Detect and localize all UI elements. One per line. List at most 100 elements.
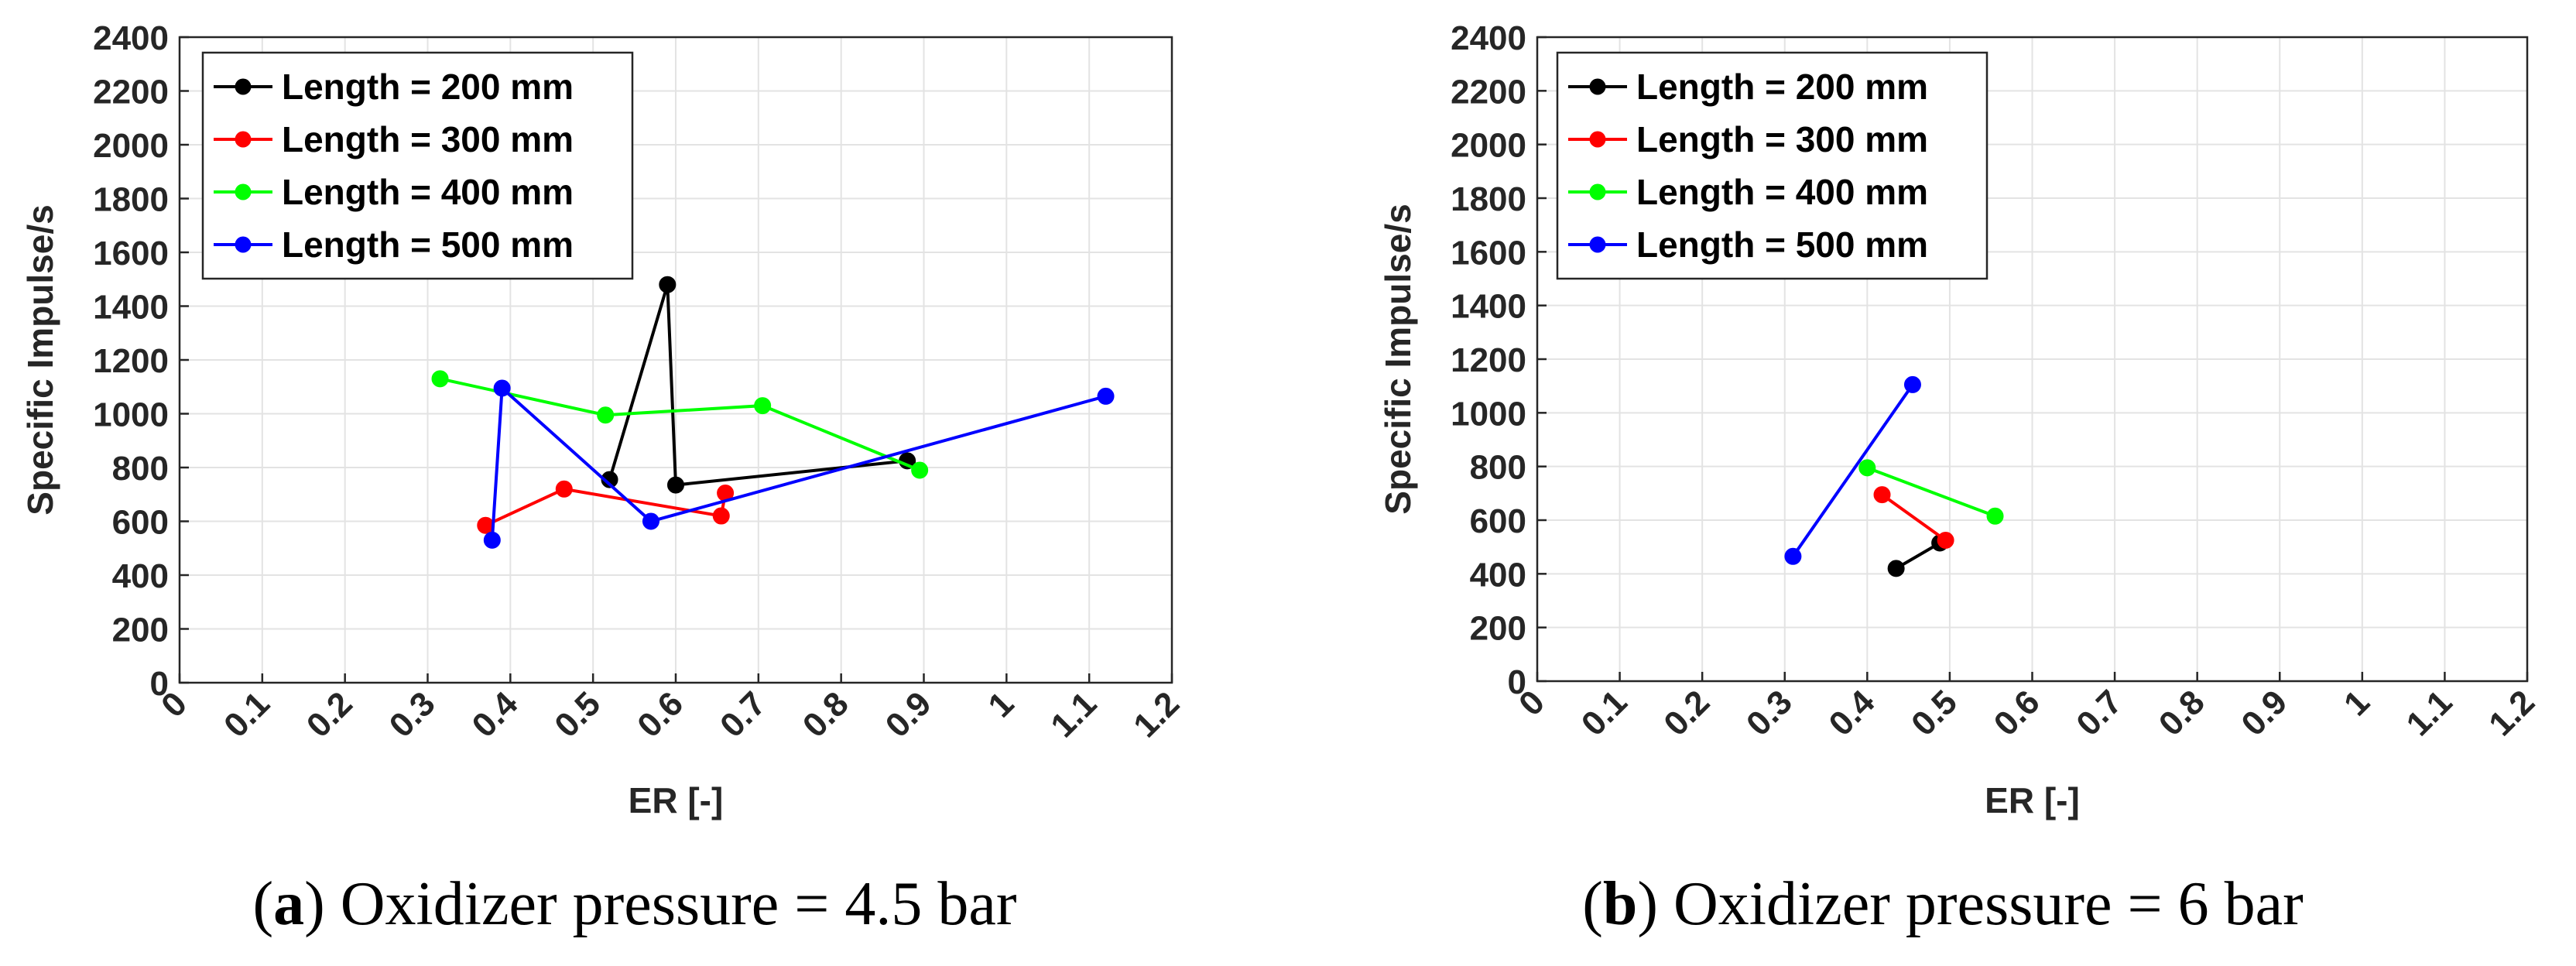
- legend-marker: [1589, 78, 1606, 95]
- legend-marker: [1589, 131, 1606, 148]
- data-point: [667, 476, 684, 494]
- series-line-1: [608, 284, 908, 487]
- y-tick-label: 1000: [1451, 395, 1526, 433]
- legend-label: Length = 300 mm: [1636, 119, 1928, 159]
- y-tick-label: 2000: [93, 127, 169, 165]
- legend-label: Length = 400 mm: [1636, 172, 1928, 212]
- data-point: [1873, 486, 1891, 504]
- data-point: [1858, 459, 1876, 477]
- x-tick-label: 0.3: [382, 684, 443, 745]
- chart-panel-a: 0 200 400 600 800 1000 1200 1400 1600 1800 2000 220…: [20, 19, 1187, 820]
- y-tick-label: 400: [112, 557, 169, 595]
- legend-box: [201, 51, 634, 280]
- y-tick-label: 600: [1470, 502, 1526, 540]
- x-tick-label: 0.8: [2152, 683, 2212, 743]
- x-tick-label: 0.2: [300, 684, 360, 745]
- y-tick-label: 600: [112, 504, 169, 542]
- data-point: [483, 531, 501, 549]
- x-tick-label: 0.4: [465, 684, 526, 745]
- legend-label: Length = 500 mm: [282, 224, 574, 265]
- x-axis-label: ER [-]: [1985, 780, 2080, 820]
- y-tick-label: 2400: [93, 19, 169, 57]
- x-tick-label: 0.5: [547, 684, 608, 745]
- series-line-3: [440, 377, 920, 472]
- y-tick-label: 1200: [93, 342, 169, 380]
- legend-marker: [1589, 236, 1606, 253]
- x-tick-label: 0.7: [2069, 683, 2129, 743]
- y-tick-label: 1200: [1451, 341, 1526, 379]
- data-point: [712, 507, 730, 525]
- x-tick-label: 0.6: [1987, 683, 2047, 743]
- caption-a-letter: a: [273, 870, 305, 938]
- y-tick-label: 2200: [93, 74, 169, 111]
- caption-b-open: (: [1582, 870, 1603, 938]
- y-tick-label: 200: [112, 611, 169, 649]
- series-line-4: [490, 385, 1107, 540]
- data-point: [597, 406, 615, 424]
- data-point: [1937, 532, 1954, 549]
- data-point: [1784, 547, 1802, 565]
- data-point: [1903, 375, 1921, 393]
- y-tick-label: 200: [1470, 610, 1526, 648]
- data-point: [1887, 560, 1905, 577]
- caption-a-text: ) Oxidizer pressure = 4.5 bar: [304, 870, 1017, 938]
- data-point: [911, 461, 929, 479]
- y-tick-label: 0: [150, 665, 169, 703]
- y-tick-label: 1000: [93, 396, 169, 434]
- legend-marker: [235, 236, 252, 253]
- legend-marker: [235, 131, 252, 148]
- x-tick-label: 0.1: [1574, 683, 1635, 743]
- x-tick-label: 0.6: [630, 684, 690, 745]
- series-line-2: [485, 487, 728, 527]
- x-tick-label: 1.2: [1126, 684, 1187, 745]
- caption-b-text: ) Oxidizer pressure = 6 bar: [1637, 870, 2304, 938]
- legend-marker: [1589, 183, 1606, 200]
- y-tick-label: 1400: [1451, 288, 1526, 326]
- x-tick-label: 0.8: [796, 684, 856, 745]
- x-tick-label: 0.2: [1656, 683, 1717, 743]
- x-tick-label: 0.3: [1739, 683, 1800, 743]
- x-tick-label: 1.2: [2482, 683, 2542, 743]
- series-line-4: [1791, 383, 1914, 557]
- data-point: [1097, 387, 1115, 405]
- caption-b: (b) Oxidizer pressure = 6 bar: [1316, 865, 2570, 943]
- legend-label: Length = 300 mm: [282, 119, 574, 159]
- legend-label: Length = 500 mm: [1636, 224, 1928, 265]
- y-axis-label: Specific Impulse/s: [1378, 204, 1418, 514]
- caption-b-letter: b: [1602, 870, 1638, 938]
- data-point: [431, 370, 449, 388]
- legend-label: Length = 400 mm: [282, 172, 574, 212]
- legend-marker: [235, 78, 252, 95]
- legend-label: Length = 200 mm: [1636, 67, 1928, 107]
- y-tick-label: 2000: [1451, 127, 1526, 165]
- series-line-2: [1881, 493, 1947, 542]
- y-tick-label: 2200: [1451, 73, 1526, 111]
- y-tick-label: 800: [1470, 449, 1526, 487]
- x-tick-label: 1: [981, 684, 1021, 724]
- y-tick-label: 1400: [93, 289, 169, 327]
- x-tick-label: 1.1: [2400, 683, 2460, 743]
- y-tick-label: 0: [1508, 663, 1526, 701]
- x-tick-label: 0.9: [879, 684, 939, 745]
- x-tick-label: 0.9: [2234, 683, 2294, 743]
- data-point: [601, 471, 618, 488]
- data-point: [642, 512, 659, 530]
- y-tick-label: 1800: [1451, 180, 1526, 218]
- data-point: [493, 379, 511, 397]
- x-tick-label: 0.5: [1904, 683, 1965, 743]
- x-axis-label: ER [-]: [629, 780, 724, 820]
- y-tick-label: 1800: [93, 181, 169, 219]
- legend-box: [1556, 51, 1989, 280]
- data-point: [754, 397, 772, 415]
- legend-marker: [235, 183, 252, 200]
- caption-a-open: (: [252, 870, 274, 938]
- y-tick-label: 1600: [93, 235, 169, 272]
- data-point: [659, 276, 677, 293]
- data-point: [1986, 507, 2004, 525]
- data-point: [555, 480, 573, 498]
- y-axis-label: Specific Impulse/s: [20, 204, 60, 515]
- x-tick-label: 1: [2337, 683, 2377, 723]
- y-tick-label: 400: [1470, 556, 1526, 594]
- caption-a: (a) Oxidizer pressure = 4.5 bar: [0, 865, 1269, 943]
- x-tick-label: 0.4: [1822, 683, 1882, 743]
